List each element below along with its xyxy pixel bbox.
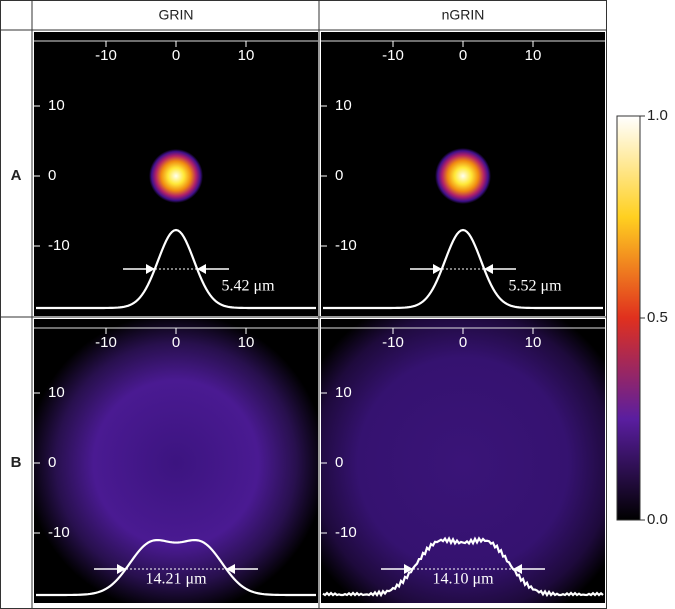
profile bbox=[322, 536, 604, 598]
arrow-head bbox=[146, 264, 155, 274]
profile bbox=[36, 228, 316, 310]
intensity-map bbox=[321, 319, 605, 603]
panel: -10 -10 0 0 10 10 5.42 μm bbox=[34, 32, 318, 316]
colorbar-label: 1.0 bbox=[647, 107, 668, 124]
y-tick-label: 10 bbox=[48, 384, 65, 401]
x-tick-label: -10 bbox=[382, 334, 404, 351]
arrow-head bbox=[197, 264, 206, 274]
colorbar-label: 0.5 bbox=[647, 309, 668, 326]
x-tick-label: 0 bbox=[459, 47, 467, 64]
x-tick-label: 10 bbox=[525, 334, 542, 351]
y-tick-label: 0 bbox=[335, 167, 343, 184]
y-tick-label: 0 bbox=[48, 454, 56, 471]
arrow-head bbox=[226, 564, 235, 574]
x-tick-label: 0 bbox=[459, 334, 467, 351]
profile bbox=[323, 228, 603, 310]
intensity-map bbox=[34, 319, 318, 603]
arrow-head bbox=[484, 264, 493, 274]
y-tick-label: 0 bbox=[335, 454, 343, 471]
column-header: GRIN bbox=[159, 7, 194, 23]
row-label: A bbox=[11, 167, 22, 184]
x-tick-label: -10 bbox=[95, 334, 117, 351]
panel: -10 -10 0 0 10 10 14.21 μm bbox=[34, 319, 318, 603]
y-tick-label: 10 bbox=[335, 97, 352, 114]
intensity-map bbox=[149, 149, 203, 203]
x-tick-label: 0 bbox=[172, 334, 180, 351]
plots: GRIN nGRIN A B -10 -10 0 0 10 10 5.42 μm -10 -10 0 0 10… bbox=[11, 7, 668, 603]
arrow-head bbox=[404, 564, 413, 574]
arrow-head bbox=[117, 564, 126, 574]
x-tick-label: -10 bbox=[382, 47, 404, 64]
colorbar bbox=[616, 115, 641, 521]
x-tick-label: 0 bbox=[172, 47, 180, 64]
y-tick-label: 0 bbox=[48, 167, 56, 184]
fwhm-label: 5.42 μm bbox=[221, 278, 275, 295]
fwhm-label: 14.21 μm bbox=[145, 571, 207, 588]
x-tick-label: 10 bbox=[238, 334, 255, 351]
y-tick-label: 10 bbox=[48, 97, 65, 114]
y-tick-label: -10 bbox=[48, 524, 70, 541]
fwhm-label: 5.52 μm bbox=[508, 278, 562, 295]
arrow-head bbox=[513, 564, 522, 574]
y-tick-label: -10 bbox=[335, 237, 357, 254]
row-label: B bbox=[11, 454, 22, 471]
fwhm-label: 14.10 μm bbox=[432, 571, 494, 588]
intensity-map bbox=[435, 148, 491, 204]
panel: -10 -10 0 0 10 10 14.10 μm bbox=[321, 319, 605, 603]
profile bbox=[35, 538, 317, 597]
y-tick-label: -10 bbox=[48, 237, 70, 254]
x-tick-label: 10 bbox=[238, 47, 255, 64]
x-tick-label: -10 bbox=[95, 47, 117, 64]
arrow-head bbox=[433, 264, 442, 274]
column-header: nGRIN bbox=[442, 7, 485, 23]
panel: -10 -10 0 0 10 10 5.52 μm bbox=[321, 32, 605, 316]
colorbar-label: 0.0 bbox=[647, 511, 668, 528]
x-tick-label: 10 bbox=[525, 47, 542, 64]
y-tick-label: -10 bbox=[335, 524, 357, 541]
y-tick-label: 10 bbox=[335, 384, 352, 401]
